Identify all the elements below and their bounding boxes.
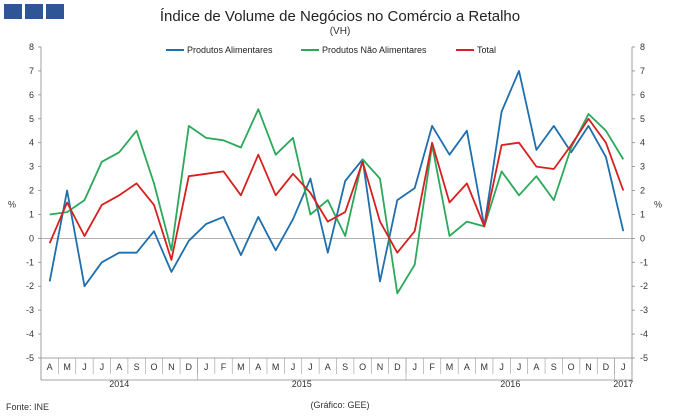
x-tick-label: J (308, 362, 313, 372)
y-axis-label-left: % (8, 199, 16, 209)
y-tick-label-right: -3 (640, 305, 648, 315)
y-tick-label-left: 8 (29, 42, 34, 52)
y-tick-label-left: 4 (29, 138, 34, 148)
x-tick-label: N (585, 362, 592, 372)
y-tick-label-right: -5 (640, 353, 648, 363)
y-tick-label-right: 8 (640, 42, 645, 52)
y-tick-label-right: 0 (640, 233, 645, 243)
credit-note: (Gráfico: GEE) (310, 400, 370, 410)
x-tick-label: J (291, 362, 296, 372)
x-tick-label: J (204, 362, 209, 372)
series-line-3 (48, 117, 625, 261)
logo-block (25, 4, 43, 19)
x-tick-label: D (186, 362, 193, 372)
x-tick-label: J (82, 362, 87, 372)
logo-block (4, 4, 22, 19)
chart-title: Índice de Volume de Negócios no Comércio… (159, 8, 521, 25)
x-tick-label: O (568, 362, 575, 372)
x-tick-label: S (551, 362, 557, 372)
y-tick-label-right: 5 (640, 114, 645, 124)
y-tick-label-left: 3 (29, 162, 34, 172)
y-tick-label-right: -4 (640, 329, 648, 339)
y-tick-label-right: 6 (640, 90, 645, 100)
x-tick-label: F (429, 362, 435, 372)
year-label: 2017 (613, 379, 633, 389)
legend-label: Total (477, 45, 496, 55)
legend-label: Produtos Alimentares (187, 45, 273, 55)
legend-label: Produtos Não Alimentares (322, 45, 427, 55)
x-tick-label: A (255, 362, 261, 372)
y-tick-label-right: 4 (640, 138, 645, 148)
x-tick-label: M (446, 362, 454, 372)
x-tick-label: A (325, 362, 331, 372)
x-tick-label: M (481, 362, 489, 372)
x-tick-label: S (134, 362, 140, 372)
y-tick-label-left: -5 (26, 353, 34, 363)
x-tick-label: A (47, 362, 53, 372)
x-tick-label: J (621, 362, 626, 372)
series-line-2 (49, 108, 625, 295)
x-tick-label: J (499, 362, 504, 372)
y-tick-label-left: -1 (26, 257, 34, 267)
y-tick-label-left: -4 (26, 329, 34, 339)
y-axis-label-right: % (654, 199, 662, 209)
x-tick-label: J (100, 362, 105, 372)
logo (4, 4, 64, 19)
year-label: 2015 (292, 379, 312, 389)
x-tick-label: O (150, 362, 157, 372)
x-tick-label: J (412, 362, 417, 372)
x-tick-label: M (272, 362, 280, 372)
y-tick-label-right: -1 (640, 257, 648, 267)
y-tick-label-left: 5 (29, 114, 34, 124)
y-tick-label-right: 7 (640, 66, 645, 76)
x-tick-label: A (464, 362, 470, 372)
x-tick-label: F (221, 362, 227, 372)
y-tick-label-left: 6 (29, 90, 34, 100)
y-tick-label-left: -3 (26, 305, 34, 315)
x-tick-label: N (168, 362, 175, 372)
y-tick-label-left: 2 (29, 186, 34, 196)
y-tick-label-right: 1 (640, 209, 645, 219)
y-tick-label-left: -2 (26, 281, 34, 291)
x-tick-label: O (359, 362, 366, 372)
y-tick-label-left: 1 (29, 209, 34, 219)
logo-block (46, 4, 64, 19)
x-tick-label: M (237, 362, 245, 372)
year-label: 2016 (500, 379, 520, 389)
line-chart: 8 8 7 7 6 6 5 5 4 4 3 3 2 2 1 1 0 0 -1 -1 -2 -2 -3 -3 -4 -4 -5 -5%%… (8, 42, 662, 389)
year-label: 2014 (109, 379, 129, 389)
y-tick-label-right: 2 (640, 186, 645, 196)
source-note: Fonte: INE (6, 402, 50, 412)
chart-subtitle: (VH) (329, 26, 351, 37)
x-tick-label: D (394, 362, 401, 372)
x-tick-label: D (603, 362, 610, 372)
y-tick-label-left: 0 (29, 233, 34, 243)
x-tick-label: A (533, 362, 539, 372)
y-tick-label-right: 3 (640, 162, 645, 172)
x-tick-label: S (342, 362, 348, 372)
y-tick-label-right: -2 (640, 281, 648, 291)
x-tick-label: M (63, 362, 71, 372)
y-tick-label-left: 7 (29, 66, 34, 76)
x-tick-label: A (116, 362, 122, 372)
x-tick-label: J (517, 362, 522, 372)
x-tick-label: N (377, 362, 384, 372)
